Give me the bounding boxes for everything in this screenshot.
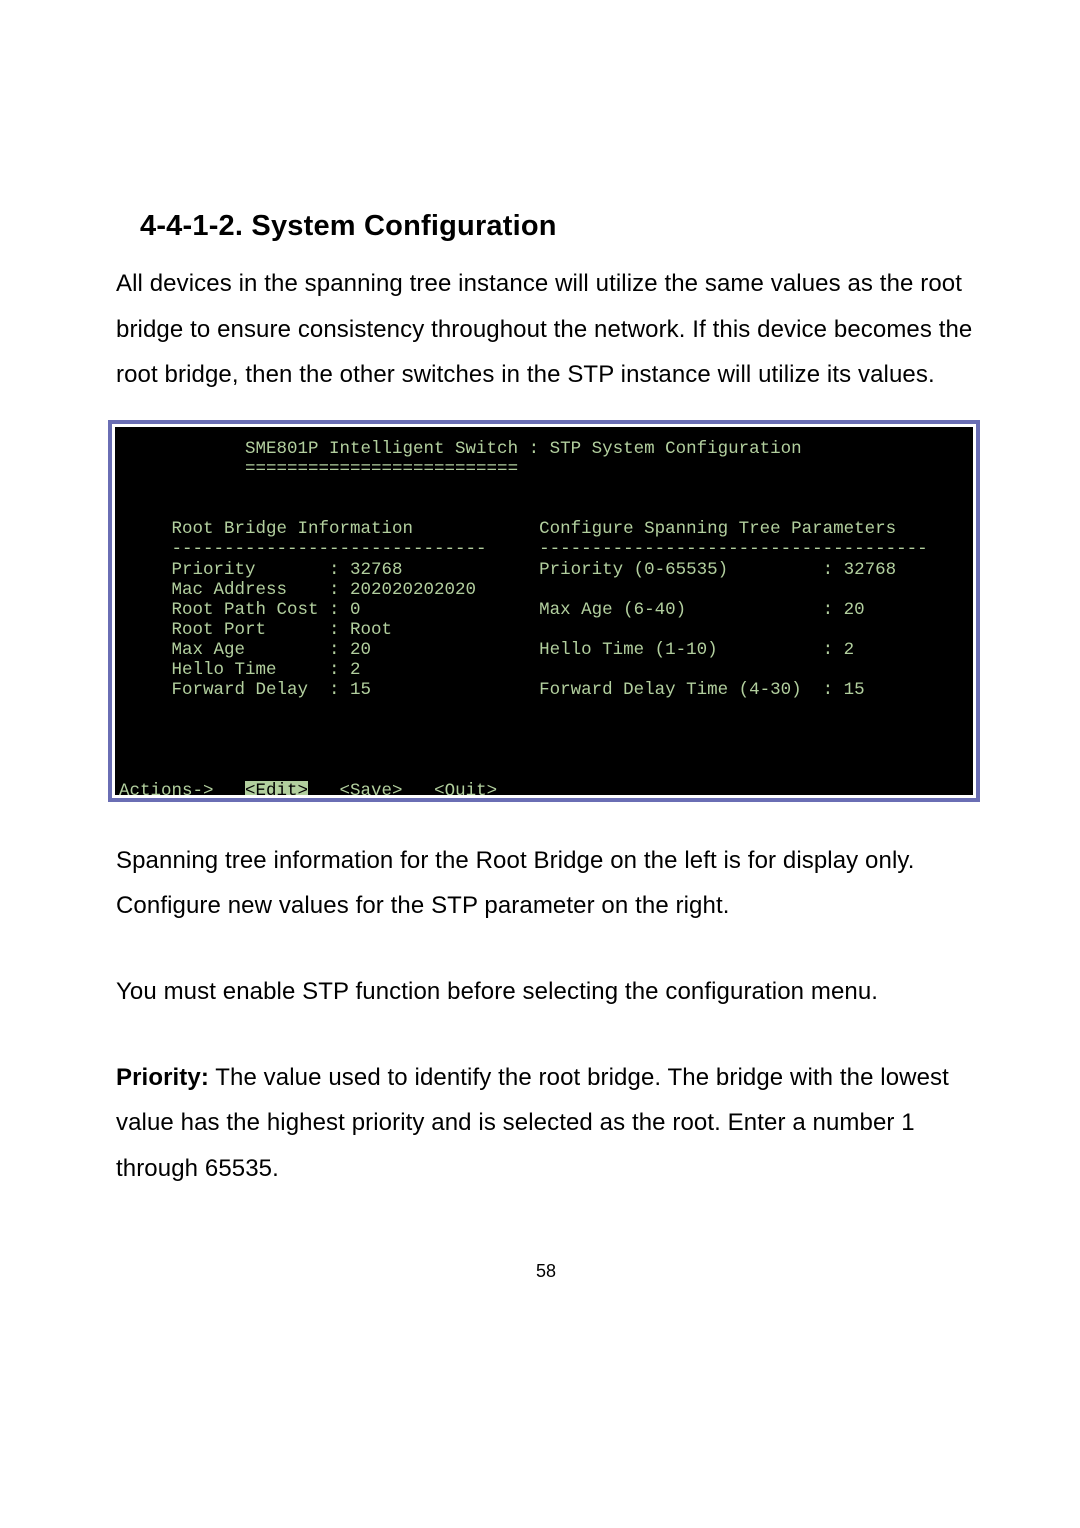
paragraph-priority: Priority: The value used to identify the… <box>116 1055 976 1192</box>
term-row-root-port: Root Port : Root <box>119 620 392 640</box>
paragraph-intro: All devices in the spanning tree instanc… <box>116 261 976 398</box>
term-row-max-age: Max Age : 20 Hello Time (1-10) : 2 <box>119 640 854 660</box>
priority-label: Priority: <box>116 1064 209 1091</box>
terminal-screen: SME801P Intelligent Switch : STP System … <box>115 427 973 795</box>
terminal-screenshot-frame: SME801P Intelligent Switch : STP System … <box>108 420 980 802</box>
section-heading: 4-4-1-2. System Configuration <box>140 210 976 243</box>
term-headers: Root Bridge Information Configure Spanni… <box>119 519 896 539</box>
term-title: SME801P Intelligent Switch : STP System … <box>119 439 802 459</box>
term-row-root-path-cost: Root Path Cost : 0 Max Age (6-40) : 20 <box>119 600 865 620</box>
term-edit-action[interactable]: <Edit> <box>245 781 308 795</box>
term-row-forward-delay: Forward Delay : 15 Forward Delay Time (4… <box>119 680 865 700</box>
page-number: 58 <box>116 1261 976 1282</box>
term-title-underline: ========================== <box>119 459 518 479</box>
term-dashes: ------------------------------ ---------… <box>119 539 928 559</box>
paragraph-spanning-info: Spanning tree information for the Root B… <box>116 838 976 929</box>
term-row-hello-time: Hello Time : 2 <box>119 660 361 680</box>
term-actions-prefix: Actions-> <box>119 781 245 795</box>
term-actions-suffix: <Save> <Quit> <box>308 781 497 795</box>
term-row-priority: Priority : 32768 Priority (0-65535) : 32… <box>119 560 896 580</box>
paragraph-enable-note: You must enable STP function before sele… <box>116 969 976 1015</box>
term-row-mac: Mac Address : 202020202020 <box>119 580 476 600</box>
priority-text: The value used to identify the root brid… <box>116 1064 949 1182</box>
